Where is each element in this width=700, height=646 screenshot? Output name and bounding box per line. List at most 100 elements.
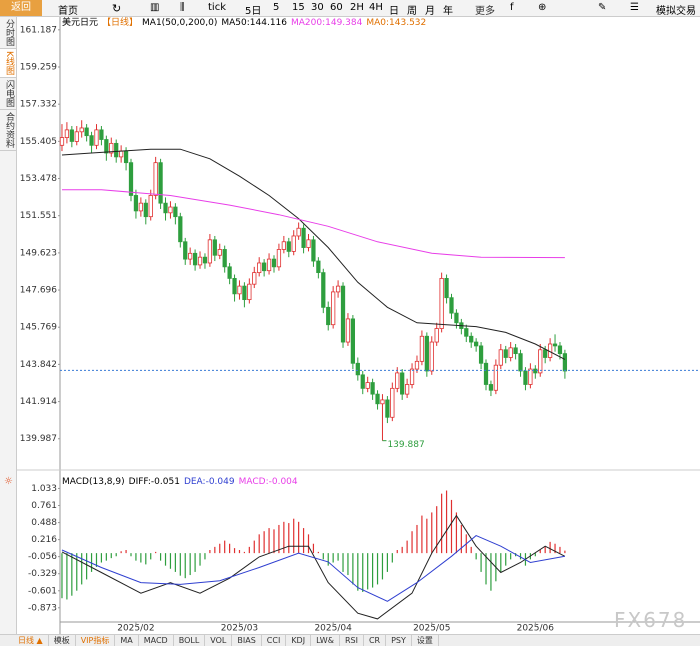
- candle-body: [424, 335, 429, 372]
- candle-body: [266, 258, 272, 272]
- cross-icon[interactable]: ⊕: [538, 2, 547, 13]
- macd-bar: [120, 551, 122, 554]
- indicator-tab[interactable]: PSY: [386, 635, 412, 646]
- candle-body: [158, 162, 163, 204]
- macd-bar: [539, 550, 541, 554]
- candle-body: [562, 353, 568, 372]
- macd-bar: [332, 553, 334, 563]
- macd-bar: [391, 553, 393, 563]
- settings-icon[interactable]: ☰: [630, 2, 639, 13]
- period-button[interactable]: 月: [425, 6, 435, 17]
- bar-icon[interactable]: ▥: [150, 2, 160, 13]
- indicator-tab[interactable]: VOL: [205, 635, 233, 646]
- side-tab[interactable]: 分时图: [0, 17, 16, 49]
- candle-body: [197, 256, 203, 266]
- macd-bar: [470, 546, 472, 554]
- y-tick-label: 157.332: [20, 100, 57, 110]
- indicator-tab[interactable]: RSI: [340, 635, 364, 646]
- macd-bar: [243, 551, 246, 554]
- period-button[interactable]: tick: [208, 2, 226, 13]
- indicator-tab[interactable]: BIAS: [232, 635, 262, 646]
- refresh-icon[interactable]: ↻: [112, 2, 122, 15]
- macd-bar: [81, 553, 83, 585]
- period-button[interactable]: 年: [443, 6, 453, 17]
- candle-body: [212, 239, 217, 256]
- home-button[interactable]: 首页: [58, 6, 78, 17]
- macd-bar: [298, 521, 300, 554]
- candle-body: [400, 372, 405, 395]
- macd-bar: [150, 553, 152, 560]
- indicator-tab[interactable]: BOLL: [174, 635, 206, 646]
- macd-bar: [130, 553, 132, 557]
- back-button[interactable]: 返回: [0, 0, 42, 16]
- macd-bar: [490, 553, 492, 591]
- period-button[interactable]: 日: [389, 6, 399, 17]
- indicator-tab[interactable]: VIP指标: [76, 635, 116, 646]
- indicator-tab[interactable]: MA: [115, 635, 139, 646]
- macd-bar: [510, 553, 512, 560]
- fx-icon[interactable]: f: [510, 2, 514, 13]
- candle-body: [247, 283, 252, 301]
- indicator-tab[interactable]: 模板: [49, 635, 76, 646]
- indicator-tab[interactable]: MACD: [139, 635, 174, 646]
- indicator-tab[interactable]: CR: [364, 635, 387, 646]
- side-tab[interactable]: 闪电图: [0, 78, 16, 110]
- macd-bar: [238, 550, 241, 554]
- y-tick-label: 139.987: [20, 434, 57, 444]
- macd-bar: [204, 553, 206, 560]
- macd-bar: [179, 553, 181, 576]
- macd-bar: [219, 543, 221, 554]
- candle-body: [183, 241, 188, 260]
- y-tick-label: -0.329: [28, 569, 57, 579]
- candle-body: [64, 129, 70, 138]
- macd-bar: [248, 546, 250, 554]
- candle-body: [202, 256, 208, 264]
- macd-bar: [273, 529, 275, 554]
- side-tab[interactable]: K线图: [0, 49, 16, 78]
- macd-bar: [278, 524, 280, 554]
- period-button[interactable]: 5: [273, 2, 280, 13]
- period-button[interactable]: 周: [407, 6, 417, 17]
- pen-icon[interactable]: ✎: [598, 2, 607, 13]
- candle-body: [257, 262, 262, 274]
- bottom-tabs: 日线 ▲ 模板 VIP指标 MA MACD BOLL VOL BIAS CCI KDJ LW& RSI…: [0, 634, 700, 646]
- candle-body: [281, 241, 286, 250]
- x-tick-label: 2025/03: [221, 624, 258, 634]
- candle-body: [286, 241, 291, 252]
- candle-body: [429, 341, 434, 372]
- period-button[interactable]: 5日: [245, 6, 262, 17]
- y-tick-label: 1.033: [31, 484, 57, 494]
- macd-bar: [347, 553, 349, 576]
- trade-button[interactable]: 模拟交易: [656, 6, 696, 17]
- period-button[interactable]: 30: [311, 2, 324, 13]
- indicator-tab[interactable]: KDJ: [286, 635, 312, 646]
- macd-bar: [450, 499, 453, 554]
- candle-body: [380, 399, 385, 405]
- indicator-tab[interactable]: 日线 ▲: [0, 635, 49, 646]
- period-button[interactable]: 60: [330, 2, 343, 13]
- candle-body: [523, 370, 528, 385]
- period-button[interactable]: 4H: [369, 2, 383, 13]
- side-tab[interactable]: 合约资料: [0, 110, 16, 151]
- candle-body: [365, 382, 370, 389]
- x-tick-label: 2025/02: [117, 624, 154, 634]
- macd-bar: [76, 553, 78, 591]
- period-button[interactable]: 2H: [350, 2, 364, 13]
- candle-body: [104, 139, 109, 154]
- y-tick-label: 145.769: [20, 323, 57, 333]
- macd-bar: [372, 553, 374, 588]
- indicator-tab[interactable]: CCI: [262, 635, 287, 646]
- candle-body: [345, 318, 351, 343]
- candle-body: [390, 387, 395, 418]
- indicator-tab[interactable]: LW&: [311, 635, 340, 646]
- macd-bar: [125, 550, 127, 554]
- more-button[interactable]: 更多: [475, 6, 495, 17]
- period-button[interactable]: 15: [292, 2, 305, 13]
- dea-label: DEA:-0.049: [183, 477, 235, 487]
- candle-icon[interactable]: ⫼: [180, 2, 185, 13]
- candle-body: [557, 345, 563, 355]
- macd-bar: [431, 512, 433, 554]
- indicator-tab[interactable]: 设置: [412, 635, 439, 646]
- candle-body: [395, 372, 400, 389]
